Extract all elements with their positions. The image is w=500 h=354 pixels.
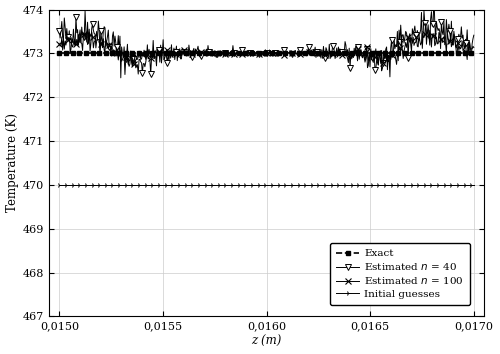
Initial guesses [396, 183, 402, 187]
Initial guesses [253, 183, 259, 187]
Exact [461, 51, 467, 56]
Estimated $n$ = 100 [304, 52, 310, 56]
Estimated $n$ = 100 [130, 64, 136, 69]
Exact [280, 51, 286, 56]
Exact [56, 51, 62, 56]
X-axis label: z (m): z (m) [252, 336, 282, 348]
Estimated $n$ = 100 [471, 45, 477, 50]
Line: Initial guesses: Initial guesses [56, 182, 476, 188]
Estimated $n$ = 40 [118, 76, 124, 80]
Estimated $n$ = 40 [256, 52, 262, 57]
Estimated $n$ = 40 [304, 54, 310, 58]
Estimated $n$ = 40 [462, 37, 468, 41]
Line: Exact: Exact [57, 51, 476, 56]
Initial guesses [256, 183, 262, 187]
Exact [256, 51, 262, 56]
Initial guesses [303, 183, 309, 187]
Estimated $n$ = 40 [254, 53, 260, 57]
Estimated $n$ = 100 [462, 41, 468, 46]
Initial guesses [461, 183, 467, 187]
Estimated $n$ = 100 [422, 22, 428, 26]
Estimated $n$ = 40 [397, 40, 403, 44]
Estimated $n$ = 40 [282, 50, 288, 54]
Y-axis label: Temperature (K): Temperature (K) [6, 114, 18, 212]
Estimated $n$ = 100 [256, 52, 262, 57]
Line: Estimated $n$ = 100: Estimated $n$ = 100 [56, 21, 476, 69]
Estimated $n$ = 100 [254, 52, 260, 56]
Estimated $n$ = 40 [471, 33, 477, 37]
Legend: Exact, Estimated $n$ = 40, Estimated $n$ = 100, Initial guesses: Exact, Estimated $n$ = 40, Estimated $n$… [330, 242, 470, 305]
Exact [396, 51, 402, 56]
Exact [253, 51, 259, 56]
Exact [303, 51, 309, 56]
Estimated $n$ = 100 [282, 52, 288, 56]
Initial guesses [56, 183, 62, 187]
Estimated $n$ = 100 [397, 46, 403, 50]
Initial guesses [280, 183, 286, 187]
Line: Estimated $n$ = 40: Estimated $n$ = 40 [56, 0, 476, 81]
Estimated $n$ = 100 [56, 42, 62, 46]
Estimated $n$ = 40 [56, 29, 62, 33]
Initial guesses [471, 183, 477, 187]
Exact [471, 51, 477, 56]
